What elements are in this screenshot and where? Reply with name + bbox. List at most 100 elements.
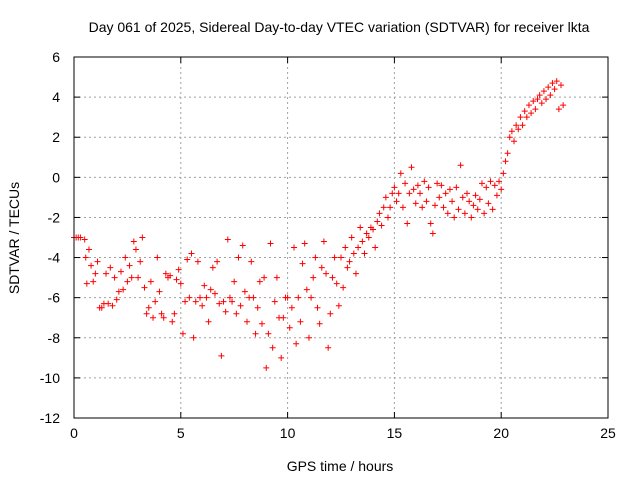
data-point — [278, 354, 285, 361]
data-point — [252, 330, 259, 337]
data-point — [169, 318, 176, 325]
data-point — [216, 300, 223, 307]
data-point — [515, 126, 522, 133]
data-point — [154, 254, 161, 261]
data-point — [342, 244, 349, 251]
data-point — [105, 300, 112, 307]
data-point — [190, 334, 197, 341]
data-point — [406, 190, 413, 197]
data-point — [130, 238, 137, 245]
data-point — [297, 318, 304, 325]
data-point — [331, 254, 338, 261]
x-tick-label: 5 — [177, 425, 185, 441]
data-point — [318, 264, 325, 271]
x-tick-label: 10 — [280, 425, 296, 441]
data-point — [92, 270, 99, 277]
data-point — [338, 254, 344, 261]
data-point — [231, 278, 238, 285]
data-point — [83, 280, 90, 287]
data-point — [197, 294, 204, 301]
y-tick-label: -8 — [48, 330, 61, 346]
data-point — [365, 234, 372, 241]
data-point — [295, 294, 302, 301]
data-point — [284, 294, 291, 301]
data-point — [269, 344, 276, 351]
x-tick-label: 0 — [70, 425, 78, 441]
data-point — [378, 222, 385, 229]
data-point — [519, 122, 526, 129]
data-point — [184, 256, 191, 263]
data-point — [173, 276, 180, 283]
data-point — [103, 270, 110, 277]
y-tick-label: -2 — [48, 209, 61, 225]
data-point — [536, 92, 543, 99]
data-point — [466, 198, 473, 205]
y-axis-label: SDTVAR / TECUs — [6, 182, 22, 294]
y-tick-label: 4 — [52, 89, 60, 105]
y-tick-label: -12 — [40, 410, 60, 426]
y-tick-label: 2 — [52, 129, 60, 145]
data-point — [404, 220, 411, 227]
data-point — [303, 286, 310, 293]
y-tick-label: 6 — [52, 49, 60, 65]
data-point — [455, 206, 462, 213]
data-point — [333, 280, 340, 287]
data-point — [461, 210, 468, 217]
data-point — [525, 102, 532, 109]
data-point — [551, 86, 558, 93]
data-point — [374, 218, 381, 225]
data-point — [220, 298, 227, 305]
data-point — [496, 178, 503, 185]
data-point — [543, 96, 550, 103]
data-point — [81, 236, 88, 243]
data-point — [265, 330, 272, 337]
data-point — [487, 178, 494, 185]
data-point — [310, 274, 317, 281]
data-point — [558, 82, 565, 89]
data-point — [90, 278, 97, 285]
data-point — [233, 310, 240, 317]
data-point — [179, 330, 186, 337]
data-point — [391, 184, 398, 191]
data-point — [350, 250, 357, 257]
data-point — [145, 304, 152, 311]
data-point — [504, 150, 511, 157]
data-point — [357, 224, 364, 231]
data-point — [438, 182, 445, 189]
data-point — [137, 258, 144, 265]
data-point — [244, 318, 251, 325]
data-point — [397, 170, 404, 177]
data-point — [226, 294, 233, 301]
data-point — [167, 272, 174, 279]
data-point — [241, 288, 248, 295]
data-point — [532, 106, 539, 113]
data-point — [500, 170, 507, 177]
data-point — [323, 270, 330, 277]
data-point — [508, 128, 515, 135]
data-point — [395, 190, 402, 197]
data-point — [94, 258, 101, 265]
data-point — [340, 284, 347, 291]
data-point — [419, 204, 426, 211]
data-point — [511, 138, 518, 145]
data-point — [188, 250, 195, 257]
data-point — [329, 274, 336, 281]
data-point — [107, 264, 114, 271]
data-point — [538, 100, 545, 107]
data-point — [408, 164, 415, 171]
data-point — [444, 210, 451, 217]
data-point — [203, 294, 210, 301]
data-point — [434, 180, 441, 187]
x-tick-label: 15 — [387, 425, 403, 441]
data-point — [158, 310, 165, 317]
data-point — [194, 258, 201, 265]
data-point — [201, 282, 208, 289]
data-point — [177, 280, 184, 287]
data-point — [352, 270, 359, 277]
data-point — [312, 254, 319, 261]
data-point — [502, 158, 509, 165]
data-point — [423, 198, 430, 205]
data-point — [470, 202, 477, 209]
data-point — [399, 204, 406, 211]
series-sdtvar — [71, 78, 567, 371]
